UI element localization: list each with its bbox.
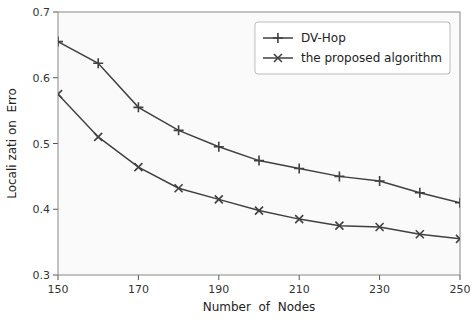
x-tick <box>379 275 380 280</box>
series-marker <box>175 184 183 192</box>
legend-marker <box>274 54 282 62</box>
y-tick-label: 0.7 <box>33 6 51 19</box>
series-marker <box>133 102 143 112</box>
y-tick-label: 0.6 <box>33 72 51 85</box>
series-marker <box>214 142 224 152</box>
series-marker <box>93 58 103 68</box>
series-marker <box>94 133 102 141</box>
series-marker <box>215 195 223 203</box>
series-marker <box>456 235 460 243</box>
legend-label: DV-Hop <box>301 31 346 45</box>
series-marker <box>254 156 264 166</box>
y-tick-label: 0.4 <box>33 203 51 216</box>
series-marker <box>375 176 385 186</box>
series-marker <box>334 171 344 181</box>
series-marker <box>294 163 304 173</box>
y-tick-label: 0.5 <box>33 138 51 151</box>
x-tick <box>460 275 461 280</box>
y-tick <box>53 77 58 78</box>
series-marker <box>58 90 62 98</box>
x-tick-label: 230 <box>369 283 390 296</box>
series-marker <box>174 125 184 135</box>
x-axis-label: Number of Nodes <box>203 300 316 314</box>
series-marker <box>58 37 63 47</box>
series-line <box>58 94 460 239</box>
x-tick <box>299 275 300 280</box>
legend-label: the proposed algorithm <box>301 51 442 65</box>
y-tick <box>53 143 58 144</box>
y-tick-label: 0.3 <box>33 269 51 282</box>
x-tick-label: 170 <box>128 283 149 296</box>
x-tick <box>58 275 59 280</box>
series-marker <box>455 198 460 208</box>
series-marker <box>376 223 384 231</box>
plot-area <box>58 12 460 275</box>
plot-frame <box>58 12 460 275</box>
series-marker <box>415 188 425 198</box>
series-marker <box>335 222 343 230</box>
series-marker <box>134 163 142 171</box>
x-tick-label: 210 <box>289 283 310 296</box>
series-marker <box>255 207 263 215</box>
x-tick <box>138 275 139 280</box>
series-marker <box>295 215 303 223</box>
x-tick-label: 250 <box>450 283 471 296</box>
x-tick <box>218 275 219 280</box>
legend-marker <box>273 33 283 43</box>
legend-box <box>255 22 450 74</box>
y-tick <box>53 209 58 210</box>
legend: DV-Hop the proposed algorithm <box>255 22 450 74</box>
x-tick-label: 190 <box>208 283 229 296</box>
x-tick-label: 150 <box>48 283 69 296</box>
y-axis-label: Locali zati on Erro <box>5 88 19 199</box>
chart: 150 170 190 210 230 250 0.3 0.4 0.5 0.6 0.7 Number … <box>0 0 474 319</box>
series-marker <box>416 230 424 238</box>
y-tick <box>53 275 58 276</box>
y-tick <box>53 12 58 13</box>
